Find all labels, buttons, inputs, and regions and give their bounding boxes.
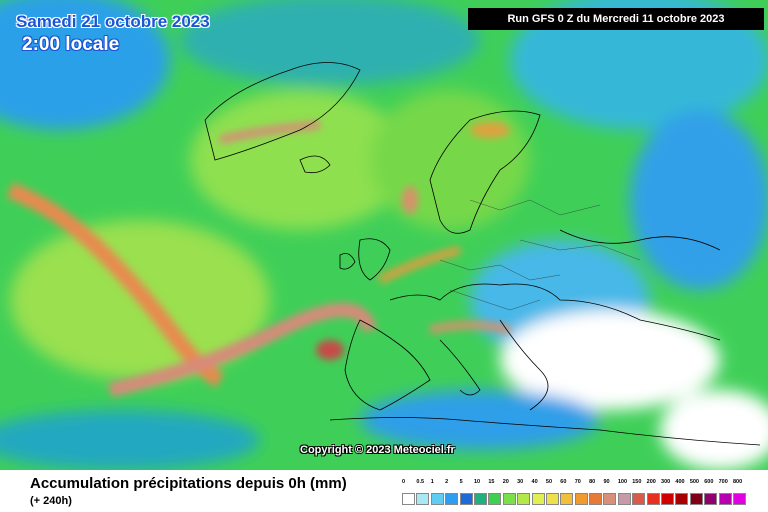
legend-swatch xyxy=(445,493,459,505)
legend-label: 300 xyxy=(661,479,671,485)
run-info-banner: Run GFS 0 Z du Mercredi 11 octobre 2023 xyxy=(468,8,764,30)
legend-label: 10 xyxy=(473,479,481,485)
legend-swatch xyxy=(488,493,502,505)
legend-label: 400 xyxy=(675,479,685,485)
legend-swatch xyxy=(617,493,631,505)
legend-label: 500 xyxy=(689,479,699,485)
legend-label: 60 xyxy=(560,479,567,485)
legend-swatch xyxy=(646,493,660,505)
legend-label: 100 xyxy=(617,479,628,485)
legend-label: 600 xyxy=(704,479,714,485)
legend-label: 30 xyxy=(517,479,524,485)
legend-swatch xyxy=(718,493,732,505)
legend-label: 2 xyxy=(445,479,449,485)
legend-swatch xyxy=(689,493,703,505)
legend-swatch xyxy=(531,493,545,505)
legend-label: 200 xyxy=(646,479,656,485)
legend-swatch xyxy=(473,493,487,505)
legend-swatch xyxy=(430,493,444,505)
legend-swatch xyxy=(560,493,574,505)
legend-label: 90 xyxy=(603,479,610,485)
precipitation-map xyxy=(0,0,768,470)
valid-time-label: 2:00 locale xyxy=(22,34,120,55)
legend-swatch xyxy=(459,493,473,505)
legend-label: 15 xyxy=(488,479,495,485)
legend-label: 40 xyxy=(531,479,538,485)
legend-label: 50 xyxy=(545,479,553,485)
legend-label: 70 xyxy=(574,479,581,485)
legend-label: 150 xyxy=(632,479,642,485)
legend-swatch xyxy=(732,493,746,505)
legend-label: 0.5 xyxy=(416,479,425,485)
legend-swatch xyxy=(502,493,516,505)
coastlines xyxy=(204,62,761,446)
product-title: Accumulation précipitations depuis 0h (m… xyxy=(30,475,347,492)
legend-label: 800 xyxy=(732,479,743,485)
legend-label: 0 xyxy=(402,479,406,485)
legend-swatch xyxy=(704,493,718,505)
legend-label: 5 xyxy=(459,479,463,485)
valid-date-label: Samedi 21 octobre 2023 xyxy=(16,12,210,31)
legend-swatch xyxy=(603,493,617,505)
legend-swatches xyxy=(402,493,748,505)
legend-label: 20 xyxy=(502,479,509,485)
borders xyxy=(439,199,641,311)
lead-time-label: (+ 240h) xyxy=(30,495,72,507)
legend-swatch xyxy=(402,493,415,505)
legend-label: 80 xyxy=(589,479,596,485)
footer: Accumulation précipitations depuis 0h (m… xyxy=(0,470,768,512)
color-scale-legend: 0 0.5 1 2 5 10 15 20 30 40 50 60 70 80 90 100 150 200 300 4… xyxy=(402,479,748,507)
legend-swatch xyxy=(661,493,675,505)
legend-swatch xyxy=(416,493,430,505)
legend-label: 1 xyxy=(430,479,434,485)
legend-swatch xyxy=(632,493,646,505)
precip-field-heavy xyxy=(6,121,511,397)
legend-labels: 0 0.5 1 2 5 10 15 20 30 40 50 60 70 80 90 100 150 200 300 4… xyxy=(402,479,748,491)
legend-swatch xyxy=(675,493,689,505)
legend-label: 700 xyxy=(718,479,728,485)
legend-swatch xyxy=(517,493,531,505)
copyright-label: Copyright © 2023 Meteociel.fr xyxy=(300,444,455,456)
legend-swatch xyxy=(545,493,559,505)
legend-swatch xyxy=(589,493,603,505)
legend-swatch xyxy=(574,493,588,505)
